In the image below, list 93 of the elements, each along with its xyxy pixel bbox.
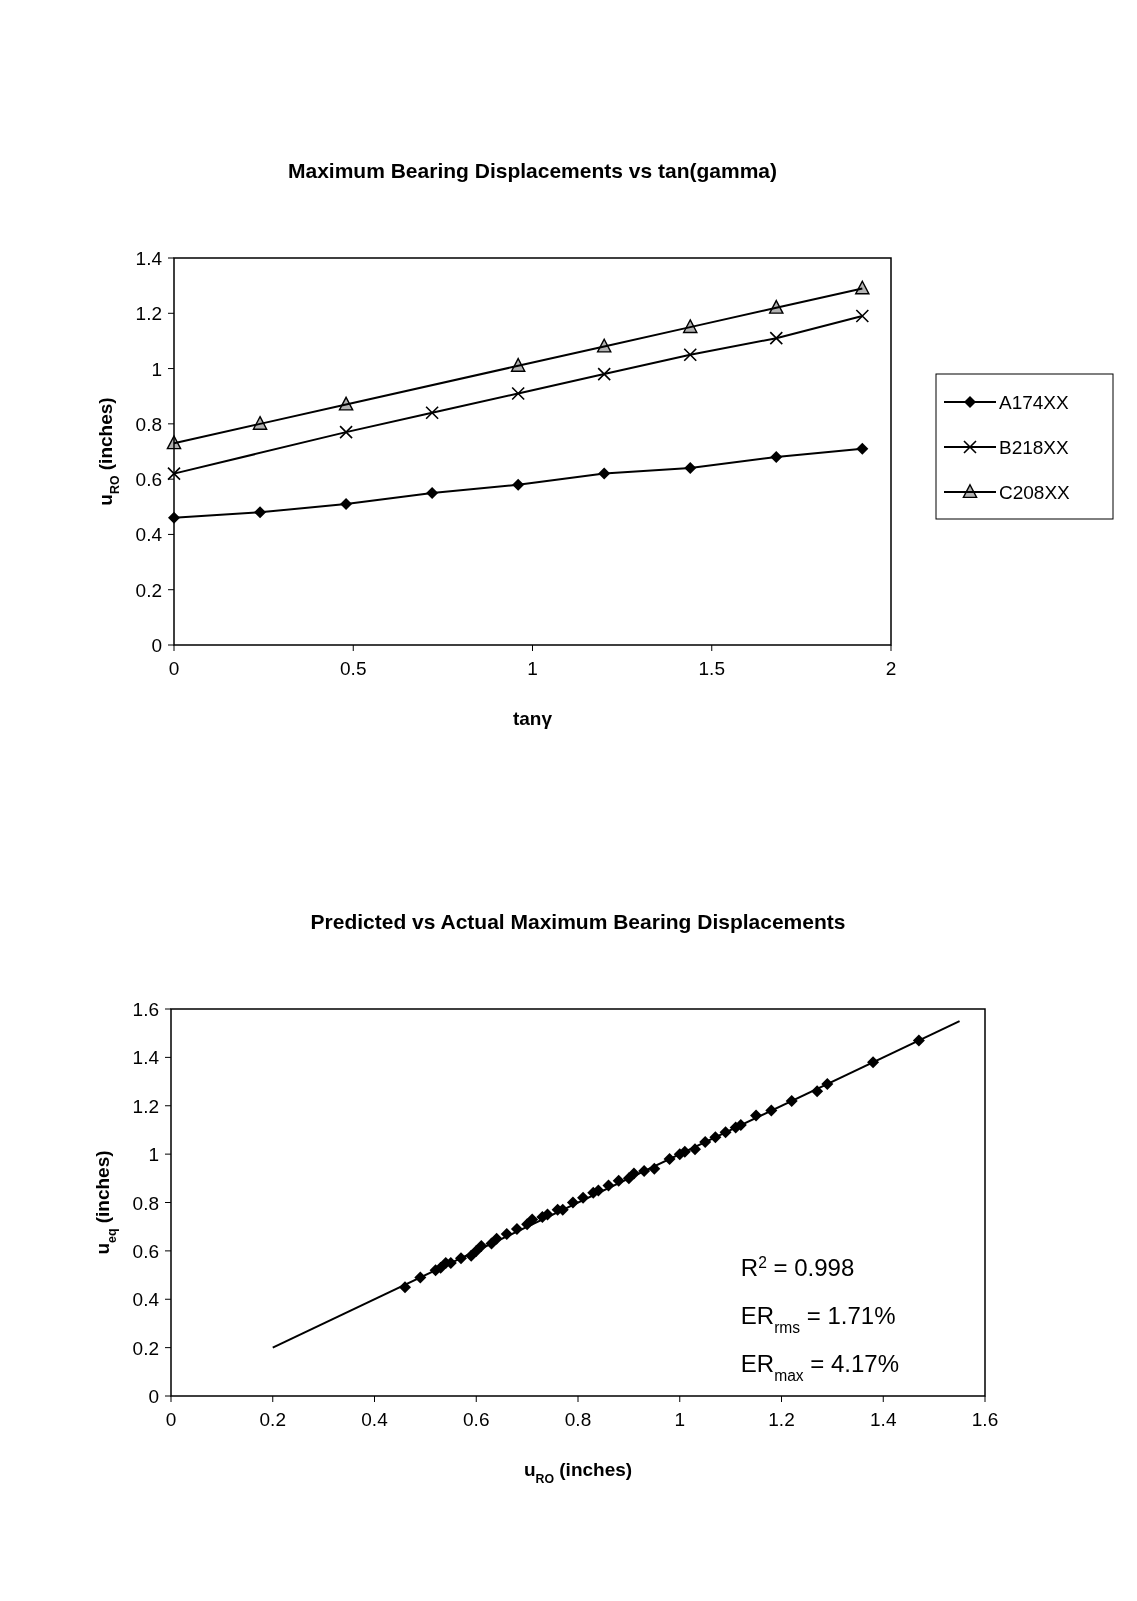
x-tick-label: 0 xyxy=(168,658,180,679)
point xyxy=(511,386,525,401)
point xyxy=(425,406,439,420)
y-tick-label: 1 xyxy=(148,1144,159,1166)
legend-label: C208XX xyxy=(999,482,1071,503)
point xyxy=(770,451,783,464)
x-tick-label: 1.4 xyxy=(870,1409,897,1430)
point xyxy=(663,1152,676,1165)
y-tick-label: 1 xyxy=(151,358,162,380)
point xyxy=(338,396,354,411)
y-tick-label: 0.4 xyxy=(132,1289,160,1311)
x-tick-label: 1 xyxy=(674,1409,686,1430)
point xyxy=(566,1196,579,1209)
point xyxy=(689,1143,702,1156)
annotation: R$^{2}$ = 0.998 xyxy=(740,1253,855,1282)
y-tick-label: 1.4 xyxy=(132,1047,160,1069)
point xyxy=(811,1085,824,1098)
point xyxy=(254,506,267,519)
point xyxy=(699,1136,712,1149)
x-axis-title: tanγ xyxy=(512,708,553,729)
point xyxy=(500,1227,513,1240)
point xyxy=(510,1223,523,1236)
point xyxy=(598,467,611,480)
point xyxy=(684,462,697,475)
point xyxy=(719,1126,732,1139)
point xyxy=(602,1179,615,1192)
point xyxy=(867,1056,880,1069)
y-tick-label: 0.2 xyxy=(132,1337,159,1359)
x-tick-label: 2 xyxy=(885,658,897,679)
point xyxy=(627,1167,640,1180)
y-tick-label: 1.2 xyxy=(135,303,162,325)
annotation: ER$_{rms}$ = 1.71% xyxy=(740,1302,896,1336)
point xyxy=(512,478,525,491)
point xyxy=(856,442,869,455)
y-tick-label: 1.6 xyxy=(132,999,159,1020)
point xyxy=(638,1165,651,1178)
point xyxy=(750,1109,763,1122)
point xyxy=(912,1034,925,1047)
point xyxy=(490,1232,503,1245)
y-tick-label: 0.6 xyxy=(135,469,162,491)
y-tick-label: 1.2 xyxy=(132,1095,159,1117)
point xyxy=(340,498,353,511)
y-tick-label: 0 xyxy=(151,635,162,656)
point xyxy=(577,1191,590,1204)
point xyxy=(765,1104,778,1117)
x-tick-label: 0.6 xyxy=(463,1409,490,1430)
y-tick-label: 0.6 xyxy=(132,1240,159,1262)
x-tick-label: 1.2 xyxy=(768,1409,795,1430)
x-tick-label: 0.4 xyxy=(361,1409,389,1430)
point xyxy=(648,1162,661,1175)
y-tick-label: 0.8 xyxy=(132,1192,159,1214)
x-tick-label: 0.5 xyxy=(340,658,367,679)
y-tick-label: 0.8 xyxy=(135,413,162,435)
chart-title: Maximum Bearing Displacements vs tan(gamma) xyxy=(288,159,777,182)
point xyxy=(855,309,870,323)
point xyxy=(526,1213,539,1226)
x-tick-label: 0.8 xyxy=(564,1409,592,1430)
y-tick-label: 0.2 xyxy=(135,579,162,601)
y-tick-label: 0.4 xyxy=(135,524,163,546)
x-axis-title: u$_{RO}$ (inches) xyxy=(523,1459,633,1486)
point xyxy=(252,415,268,430)
point xyxy=(166,435,182,450)
point xyxy=(785,1094,798,1107)
x-tick-label: 1.5 xyxy=(698,658,725,679)
y-tick-label: 1.4 xyxy=(135,248,163,269)
legend-label: A174XX xyxy=(999,392,1070,413)
point xyxy=(339,425,353,439)
legend-label: B218XX xyxy=(999,437,1070,458)
chart-title: Predicted vs Actual Maximum Bearing Displacements xyxy=(310,910,846,933)
point xyxy=(399,1281,412,1294)
point xyxy=(709,1131,722,1144)
y-tick-label: 0 xyxy=(148,1386,159,1407)
x-tick-label: 0.2 xyxy=(259,1409,286,1430)
point xyxy=(510,357,526,372)
point xyxy=(855,280,870,295)
point xyxy=(454,1252,467,1265)
point xyxy=(596,338,612,353)
point xyxy=(426,486,439,499)
point xyxy=(768,299,784,314)
x-tick-label: 0 xyxy=(165,1409,177,1430)
point xyxy=(167,466,181,481)
point xyxy=(682,319,698,334)
point xyxy=(821,1077,834,1090)
annotation: ER$_{max}$ = 4.17% xyxy=(740,1350,900,1384)
x-tick-label: 1 xyxy=(527,658,538,679)
point xyxy=(597,367,611,381)
point xyxy=(475,1240,488,1253)
point xyxy=(769,331,784,345)
point xyxy=(168,511,180,524)
x-tick-label: 1.6 xyxy=(971,1409,999,1430)
point xyxy=(414,1271,427,1284)
point xyxy=(683,347,698,362)
point xyxy=(612,1174,625,1187)
